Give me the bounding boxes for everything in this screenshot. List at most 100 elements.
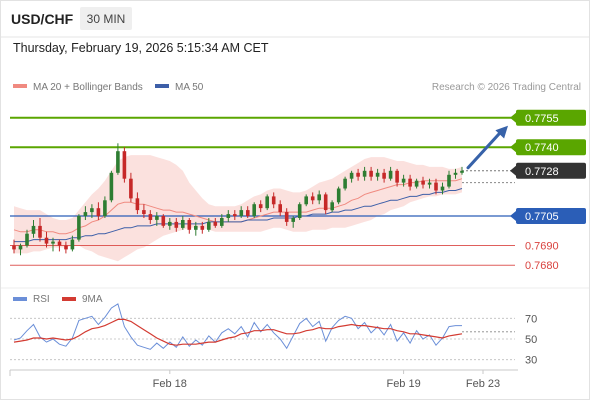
level-label-0.7755: 0.7755	[525, 113, 559, 125]
candle	[317, 190, 321, 205]
candle	[434, 178, 438, 195]
candle	[194, 221, 198, 236]
candle-body	[369, 170, 373, 177]
candle	[233, 210, 237, 220]
candle-body	[356, 172, 360, 177]
candle	[64, 241, 68, 254]
candle	[96, 202, 101, 220]
candle-body	[304, 196, 308, 205]
symbol-title: USD/CHF	[11, 11, 74, 27]
candle	[226, 210, 231, 222]
candle	[408, 174, 412, 191]
candle-body	[44, 237, 49, 244]
candle	[12, 239, 16, 254]
candle	[460, 166, 464, 175]
candle-body	[135, 198, 140, 211]
candle-body	[155, 216, 159, 220]
candle	[271, 192, 276, 209]
candle-body	[284, 212, 289, 222]
candle	[103, 196, 107, 218]
candle-body	[109, 172, 114, 201]
candle	[129, 172, 133, 203]
candle-body	[297, 204, 302, 218]
candle-body	[122, 151, 127, 179]
candle	[369, 166, 373, 181]
level-label-0.7728: 0.7728	[525, 166, 559, 178]
ma50-line	[14, 188, 463, 243]
candle	[213, 218, 218, 228]
candle-body	[323, 194, 328, 211]
candle-body	[51, 241, 55, 244]
level-badge-0.7728	[516, 162, 586, 179]
candle-body	[220, 218, 224, 226]
candle	[155, 212, 159, 226]
candle-body	[148, 214, 153, 220]
candle	[427, 178, 432, 189]
candle	[51, 237, 55, 252]
candle	[343, 176, 347, 191]
moving-averages	[13, 178, 463, 243]
rsi-panel: 70 50 30	[10, 303, 537, 367]
candle	[297, 202, 302, 220]
candle-body	[207, 221, 211, 230]
candle-body	[414, 180, 419, 187]
candle	[401, 174, 406, 187]
price-levels	[10, 116, 515, 266]
candle	[187, 218, 192, 234]
candle	[388, 166, 393, 181]
candle	[362, 166, 367, 181]
candle-body	[187, 220, 192, 230]
candle-body	[77, 216, 81, 240]
candle	[356, 168, 360, 181]
candle-body	[330, 202, 334, 211]
candle	[375, 168, 380, 181]
candle-body	[317, 194, 321, 201]
candle-body	[200, 225, 205, 230]
candle	[278, 200, 282, 216]
candle-body	[460, 170, 464, 173]
bollinger-bands	[14, 155, 462, 262]
level-badge-0.7755	[516, 109, 586, 126]
candle	[161, 214, 166, 228]
candle	[284, 208, 289, 226]
candle	[414, 178, 419, 189]
level-label-0.7680: 0.7680	[525, 260, 559, 272]
candle-body	[70, 239, 75, 250]
candle-body	[349, 172, 354, 179]
candle-body	[64, 245, 68, 250]
candle	[57, 239, 62, 252]
interval-badge[interactable]	[80, 7, 132, 30]
candle	[395, 168, 399, 187]
candle-body	[12, 245, 16, 250]
candle	[18, 243, 23, 256]
level-badge-0.7740	[516, 139, 586, 156]
candle	[83, 206, 88, 220]
candle	[142, 204, 146, 218]
candle-body	[181, 220, 185, 228]
interval-label[interactable]: 30 MIN	[87, 12, 126, 26]
level-badge-pointer	[510, 112, 516, 123]
candle	[25, 229, 29, 248]
candle	[349, 170, 354, 183]
rsi-ma-legend-swatch	[62, 297, 76, 301]
ma50-legend-label: MA 50	[175, 82, 204, 93]
candle	[109, 170, 114, 203]
candle	[258, 200, 263, 213]
projection-arrow-shaft	[466, 129, 504, 170]
candle-body	[362, 170, 367, 177]
candle	[291, 216, 295, 228]
candle	[116, 143, 120, 175]
candle	[122, 147, 127, 183]
candle-body	[421, 180, 425, 185]
candle-body	[90, 208, 94, 213]
candle	[44, 231, 49, 248]
candle	[70, 235, 75, 252]
candle-body	[83, 212, 88, 216]
x-tick-label: Feb 19	[386, 378, 420, 390]
candle-body	[129, 178, 133, 199]
candle	[239, 206, 244, 218]
candle	[90, 204, 94, 218]
datetime-label: Thursday, February 19, 2026 5:15:34 AM C…	[13, 41, 269, 55]
candle	[77, 214, 81, 242]
